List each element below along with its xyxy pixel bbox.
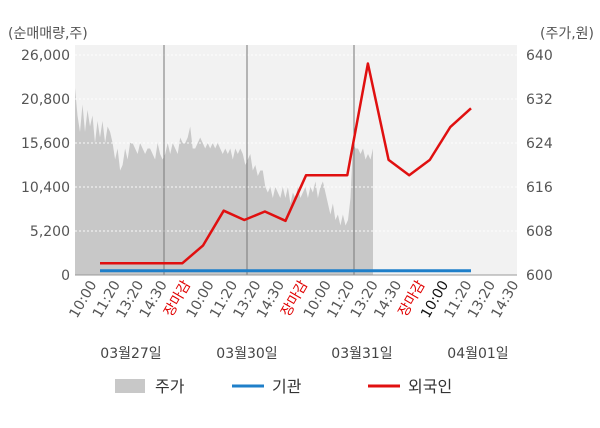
foreign-line [100,62,472,265]
line-layer [100,62,472,273]
right-tick-label: 608 [526,224,553,240]
left-tick-label: 26,000 [21,48,70,64]
left-axis-unit: (순매매량,주) [8,26,88,42]
left-tick-label: 10,400 [21,180,70,196]
left-tick-label: 15,600 [21,136,70,152]
date-label: 04월01일 [447,346,508,362]
right-tick-label: 616 [526,180,553,196]
left-tick-label: 0 [61,268,70,284]
date-label: 03월27일 [100,346,161,362]
price-area [75,88,373,275]
right-tick-label: 624 [526,136,553,152]
date-label: 03월30일 [216,346,277,362]
date-labels: 03월27일 03월30일 03월31일 04월01일 [100,346,508,362]
right-tick-label: 600 [526,268,553,284]
left-tick-label: 20,800 [21,92,70,108]
right-tick-label: 640 [526,48,553,64]
grid-layer [75,45,517,276]
date-label: 03월31일 [331,346,392,362]
right-tick-label: 632 [526,92,553,108]
legend-label: 주가 [155,377,185,396]
left-tick-label: 5,200 [30,224,70,240]
legend-swatch-price [115,379,145,393]
time-axis-labels: 10:0011:2013:2014:30장마감10:0011:2013:2014… [66,278,522,321]
legend-label: 기관 [272,377,302,396]
legend: 주가 기관 외국인 [115,377,452,396]
right-axis-unit: (주가,원) [540,26,594,42]
right-axis-ticks: 600 608 616 624 632 640 [526,48,553,284]
left-axis-ticks: 0 5,200 10,400 15,600 20,800 26,000 [21,48,70,284]
price-area-layer [75,88,373,275]
legend-label: 외국인 [408,377,452,396]
